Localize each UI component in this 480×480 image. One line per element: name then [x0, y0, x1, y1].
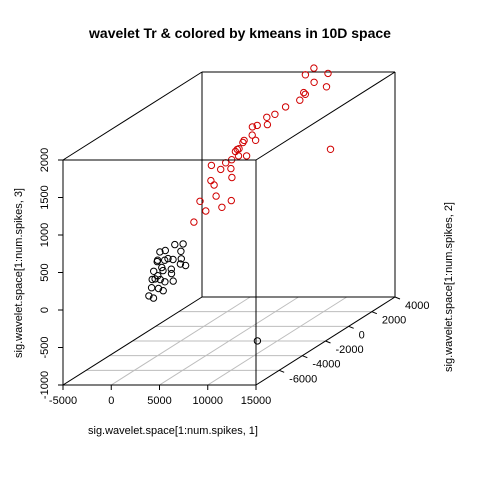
y-tick-label: 4000 [405, 300, 429, 312]
x-axis-label: sig.wavelet.space[1:num.spikes, 1] [88, 425, 258, 437]
x-tick-label: 15000 [241, 395, 272, 407]
scatter-point [251, 136, 260, 145]
x-tick-label: 0 [108, 395, 114, 407]
scatter-point [234, 152, 243, 160]
scatter-point [248, 123, 257, 131]
scatter-point [300, 88, 308, 97]
scatter-point [242, 152, 251, 160]
y-tick-mark [394, 296, 401, 300]
y-tick-label: 0 [359, 329, 365, 341]
scatter-point [148, 275, 156, 284]
y-tick-mark [325, 340, 331, 344]
scatter-point [240, 136, 248, 145]
x-tick-label: -5000 [49, 395, 77, 407]
y-tick-mark [278, 369, 285, 373]
scatter-point [210, 181, 218, 189]
scatter-point [145, 292, 153, 300]
scatter-point [235, 145, 243, 153]
y-tick-label: 2000 [382, 315, 406, 327]
z-axis-label: sig.wavelet.space[1:num.spikes, 3] [13, 188, 25, 358]
scatter-point [164, 254, 172, 263]
scatter-point [181, 261, 190, 270]
scatter-point [217, 165, 225, 174]
z-tick-label: 0 [39, 307, 51, 313]
scatter-point [263, 113, 271, 122]
scatter-point [177, 247, 185, 256]
scatter-point [171, 240, 179, 249]
scatter-point [159, 287, 167, 295]
chart-title: wavelet Tr & colored by kmeans in 10D sp… [88, 25, 391, 41]
data-points [145, 64, 335, 345]
y-tick-label: -2000 [336, 344, 364, 356]
y-tick-mark [302, 355, 308, 359]
box-edge [62, 71, 203, 161]
scatter-point [190, 218, 198, 226]
scatter-point [167, 269, 176, 278]
scatter-point [161, 278, 169, 286]
scatter-point [253, 337, 262, 345]
scatter-point [218, 203, 226, 212]
scatter-point [271, 110, 279, 119]
y-tick-mark [371, 311, 378, 315]
z-tick-label: -1000 [39, 371, 51, 399]
z-tick-label: 500 [39, 263, 51, 281]
y-tick-label: -4000 [312, 359, 340, 371]
scatter-point [158, 263, 166, 272]
scatter-point [326, 145, 335, 154]
box-edge [255, 71, 396, 161]
scatter-point [253, 121, 261, 130]
scatter-point [202, 207, 210, 215]
scatter-point [154, 284, 163, 293]
scatter-point [169, 255, 177, 264]
y-tick-label: -6000 [289, 373, 317, 385]
scatter-point [281, 103, 290, 111]
x-tick-label: 5000 [147, 395, 171, 407]
scatter-point [154, 272, 162, 280]
scatter-point [227, 164, 235, 173]
scatter-point [322, 83, 331, 91]
y-axis-label: sig.wavelet.space[1:num.spikes, 2] [443, 202, 455, 372]
scatter-point [212, 192, 220, 200]
scatter-point [228, 173, 236, 182]
z-tick-label: 1000 [39, 223, 51, 247]
scatter-point [156, 248, 164, 256]
scatter-point [167, 265, 176, 273]
scatter-point [263, 120, 272, 129]
scatter-point [156, 275, 165, 284]
scatter-point [222, 159, 230, 167]
scatter-point [207, 161, 216, 170]
scatter-point [153, 257, 161, 266]
box-edge [62, 296, 203, 386]
scatter-point [301, 90, 309, 99]
scatter-point [149, 294, 158, 302]
box-back-edges [62, 71, 396, 386]
scatter-point [324, 69, 332, 78]
scatter-point [196, 197, 204, 206]
scatter-point [248, 131, 256, 139]
scatter-point [310, 78, 318, 87]
scatter-point [310, 64, 318, 72]
scatter-point [147, 284, 156, 292]
scatter-point [227, 196, 236, 205]
scatter-point [301, 71, 310, 79]
scatter-point [150, 267, 158, 275]
scatter-point [179, 240, 187, 248]
floor-grid [86, 296, 372, 386]
z-tick-label: 1500 [39, 185, 51, 209]
scatter-point [176, 260, 185, 268]
z-tick-label: -500 [39, 336, 51, 358]
z-tick-label: 2000 [39, 148, 51, 172]
scatter-point [177, 255, 186, 263]
scatter-point [207, 176, 215, 185]
axis-ticks: -5000 0 5000 10000 15000-1000-50005001000150… [39, 148, 429, 407]
scatter-point [161, 246, 170, 255]
x-tick-label: 10000 [192, 395, 223, 407]
y-tick-mark [348, 325, 354, 329]
scatter-point [296, 96, 304, 104]
scatter-point [169, 277, 177, 285]
